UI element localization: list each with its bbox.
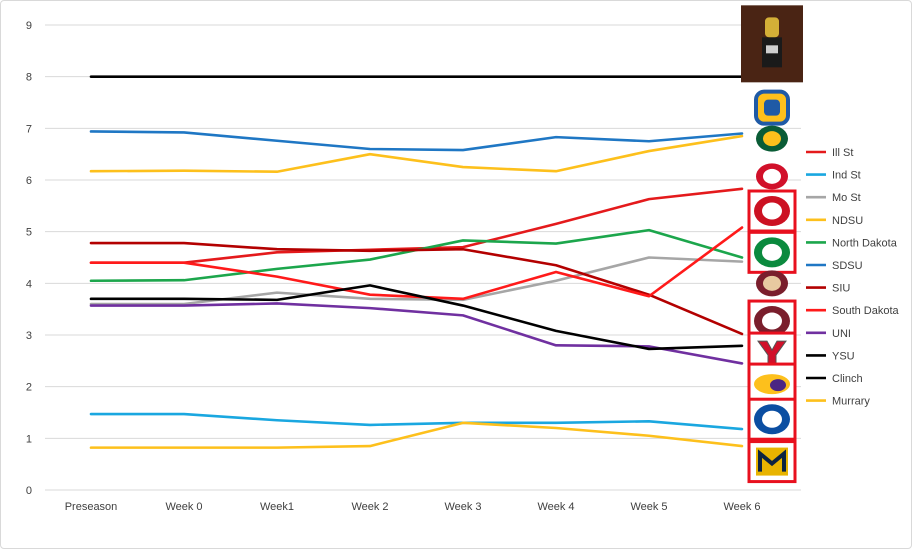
legend-label: Clinch bbox=[832, 373, 863, 385]
y-tick-label: 2 bbox=[26, 382, 32, 394]
series-line-mo-st bbox=[89, 256, 744, 306]
series-line-ill-st bbox=[89, 187, 744, 264]
series-line-south-dakota bbox=[89, 226, 744, 301]
legend-label: SDSU bbox=[832, 260, 863, 272]
legend-label: Ill St bbox=[832, 147, 853, 159]
x-tick-label: Week1 bbox=[260, 501, 294, 513]
y-tick-label: 6 bbox=[26, 175, 32, 187]
series-line-murrary bbox=[89, 421, 744, 449]
y-tick-label: 3 bbox=[26, 330, 32, 342]
x-tick-label: Week 4 bbox=[537, 501, 574, 513]
gridlines bbox=[45, 24, 801, 491]
legend-entry-mo-st: Mo St bbox=[806, 192, 861, 204]
legend: Ill St Ind St Mo St NDSU North Dakota SDSU SIU… bbox=[806, 147, 900, 408]
series-lines bbox=[89, 75, 744, 449]
series-line-ysu bbox=[89, 284, 744, 351]
legend-label: South Dakota bbox=[832, 305, 900, 317]
series-line-ndsu bbox=[89, 134, 744, 174]
x-tick-label: Week 5 bbox=[630, 501, 667, 513]
legend-entry-clinch: Clinch bbox=[806, 373, 863, 385]
y-tick-label: 5 bbox=[26, 227, 32, 239]
team-logos bbox=[741, 5, 803, 484]
legend-entry-sdsu: SDSU bbox=[806, 260, 863, 272]
legend-label: UNI bbox=[832, 328, 851, 340]
x-tick-label: Week 3 bbox=[444, 501, 481, 513]
y-tick-label: 9 bbox=[26, 20, 32, 32]
legend-label: North Dakota bbox=[832, 237, 898, 249]
ndsu-bison-logo-icon bbox=[756, 125, 788, 152]
series-line-sdsu bbox=[89, 130, 744, 152]
y-tick-label: 8 bbox=[26, 72, 32, 84]
x-tick-label: Week 0 bbox=[165, 501, 202, 513]
illinois-state-redbird-logo-icon bbox=[747, 189, 797, 233]
legend-entry-uni: UNI bbox=[806, 328, 851, 340]
x-axis-ticks: Preseason Week 0 Week1 Week 2 Week 3 Week 4 We… bbox=[65, 501, 761, 513]
legend-entry-ill-st: Ill St bbox=[806, 147, 853, 159]
legend-label: SIU bbox=[832, 283, 850, 295]
series-line-uni bbox=[89, 302, 744, 365]
legend-entry-south-dakota: South Dakota bbox=[806, 305, 900, 317]
x-tick-label: Week 6 bbox=[723, 501, 760, 513]
y-axis-ticks: 0 1 2 3 4 5 6 7 8 9 bbox=[26, 20, 32, 497]
legend-label: Murrary bbox=[832, 396, 870, 408]
legend-entry-ndsu: NDSU bbox=[806, 215, 863, 227]
missouri-state-bear-logo-icon bbox=[756, 270, 788, 297]
south-dakota-coyote-logo-icon bbox=[756, 163, 788, 190]
indiana-state-logo-icon bbox=[747, 397, 797, 441]
trophy-icon bbox=[741, 5, 803, 83]
series-line-siu bbox=[89, 241, 744, 336]
y-tick-label: 0 bbox=[26, 485, 32, 497]
legend-entry-murrary: Murrary bbox=[806, 396, 870, 408]
legend-label: Mo St bbox=[832, 192, 861, 204]
legend-entry-ysu: YSU bbox=[806, 350, 855, 362]
murray-state-logo-icon bbox=[747, 440, 797, 484]
legend-entry-ind-st: Ind St bbox=[806, 170, 861, 182]
legend-label: YSU bbox=[832, 350, 855, 362]
legend-label: Ind St bbox=[832, 170, 861, 182]
y-tick-label: 1 bbox=[26, 433, 32, 445]
y-tick-label: 7 bbox=[26, 123, 32, 135]
series-line-north-dakota bbox=[89, 228, 744, 283]
uni-panther-logo-icon bbox=[747, 362, 797, 406]
legend-label: NDSU bbox=[832, 215, 863, 227]
x-tick-label: Preseason bbox=[65, 501, 118, 513]
north-dakota-logo-icon bbox=[747, 230, 797, 274]
legend-entry-north-dakota: North Dakota bbox=[806, 237, 898, 249]
y-tick-label: 4 bbox=[26, 278, 32, 290]
sdsu-logo-icon bbox=[754, 89, 790, 126]
legend-entry-siu: SIU bbox=[806, 283, 850, 295]
x-tick-label: Week 2 bbox=[351, 501, 388, 513]
series-line-ind-st bbox=[89, 412, 744, 431]
